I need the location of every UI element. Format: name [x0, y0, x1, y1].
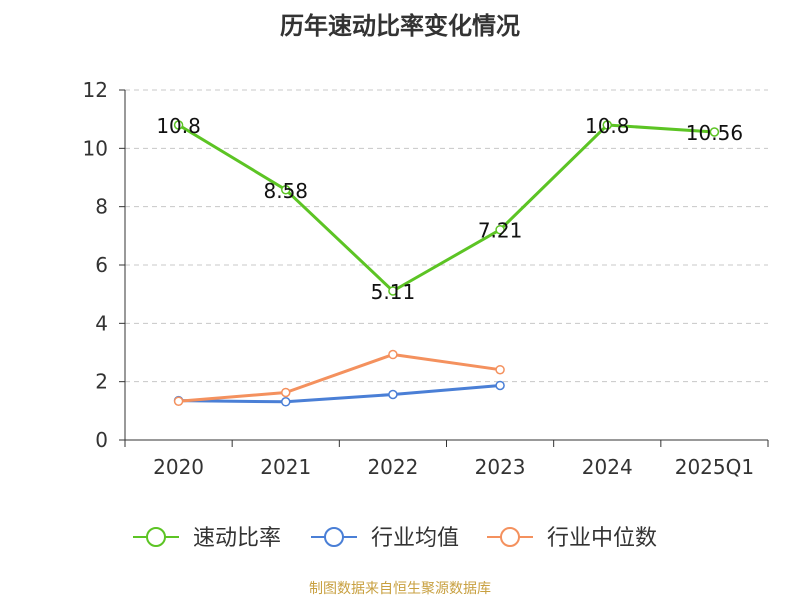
data-label: 8.58 [263, 179, 308, 203]
data-point [709, 127, 720, 137]
x-tick-label: 2020 [153, 455, 204, 479]
y-tick-label: 10 [83, 136, 108, 160]
data-label: 7.21 [478, 219, 523, 243]
data-point [388, 349, 398, 360]
y-tick-label: 12 [83, 78, 108, 102]
legend-marker [500, 527, 520, 547]
data-point [281, 397, 291, 407]
x-tick-label: 2021 [260, 455, 311, 479]
x-tick-label: 2023 [475, 455, 526, 479]
y-tick-label: 8 [95, 195, 108, 219]
data-point [495, 364, 505, 375]
data-point [173, 396, 184, 406]
data-label: 10.56 [686, 121, 743, 145]
series-line [178, 353, 501, 403]
x-tick-label: 2022 [367, 455, 418, 479]
y-tick-label: 6 [95, 253, 108, 277]
source-note: 制图数据来自恒生聚源数据库 [309, 581, 491, 597]
y-tick-label: 0 [95, 428, 108, 452]
data-point [281, 185, 291, 195]
y-tick-label: 2 [95, 370, 108, 394]
data-point [388, 286, 398, 296]
chart-title: 历年速动比率变化情况 [280, 12, 520, 40]
data-point [388, 389, 398, 400]
legend-marker [146, 527, 166, 547]
legend-label: 行业中位数 [547, 526, 657, 551]
data-point [602, 120, 612, 130]
x-tick-label: 2025Q1 [675, 455, 754, 479]
data-point [495, 380, 505, 391]
data-label: 10.8 [585, 114, 630, 138]
y-tick-label: 4 [95, 311, 108, 335]
x-tick-label: 2024 [582, 455, 633, 479]
data-label: 10.8 [156, 114, 201, 138]
legend-label: 行业均值 [371, 526, 459, 551]
data-point [281, 387, 291, 398]
data-point [495, 224, 505, 235]
series-line [177, 123, 715, 293]
data-label: 5.11 [371, 280, 416, 304]
legend-marker [324, 527, 344, 547]
data-point [173, 120, 184, 130]
series-line [178, 384, 501, 404]
legend-label: 速动比率 [193, 526, 281, 551]
